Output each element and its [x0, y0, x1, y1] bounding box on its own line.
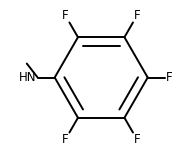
Text: F: F	[62, 9, 69, 22]
Text: HN: HN	[19, 71, 36, 84]
Text: F: F	[166, 71, 173, 84]
Text: F: F	[134, 9, 140, 22]
Text: F: F	[134, 133, 140, 146]
Text: F: F	[62, 133, 69, 146]
